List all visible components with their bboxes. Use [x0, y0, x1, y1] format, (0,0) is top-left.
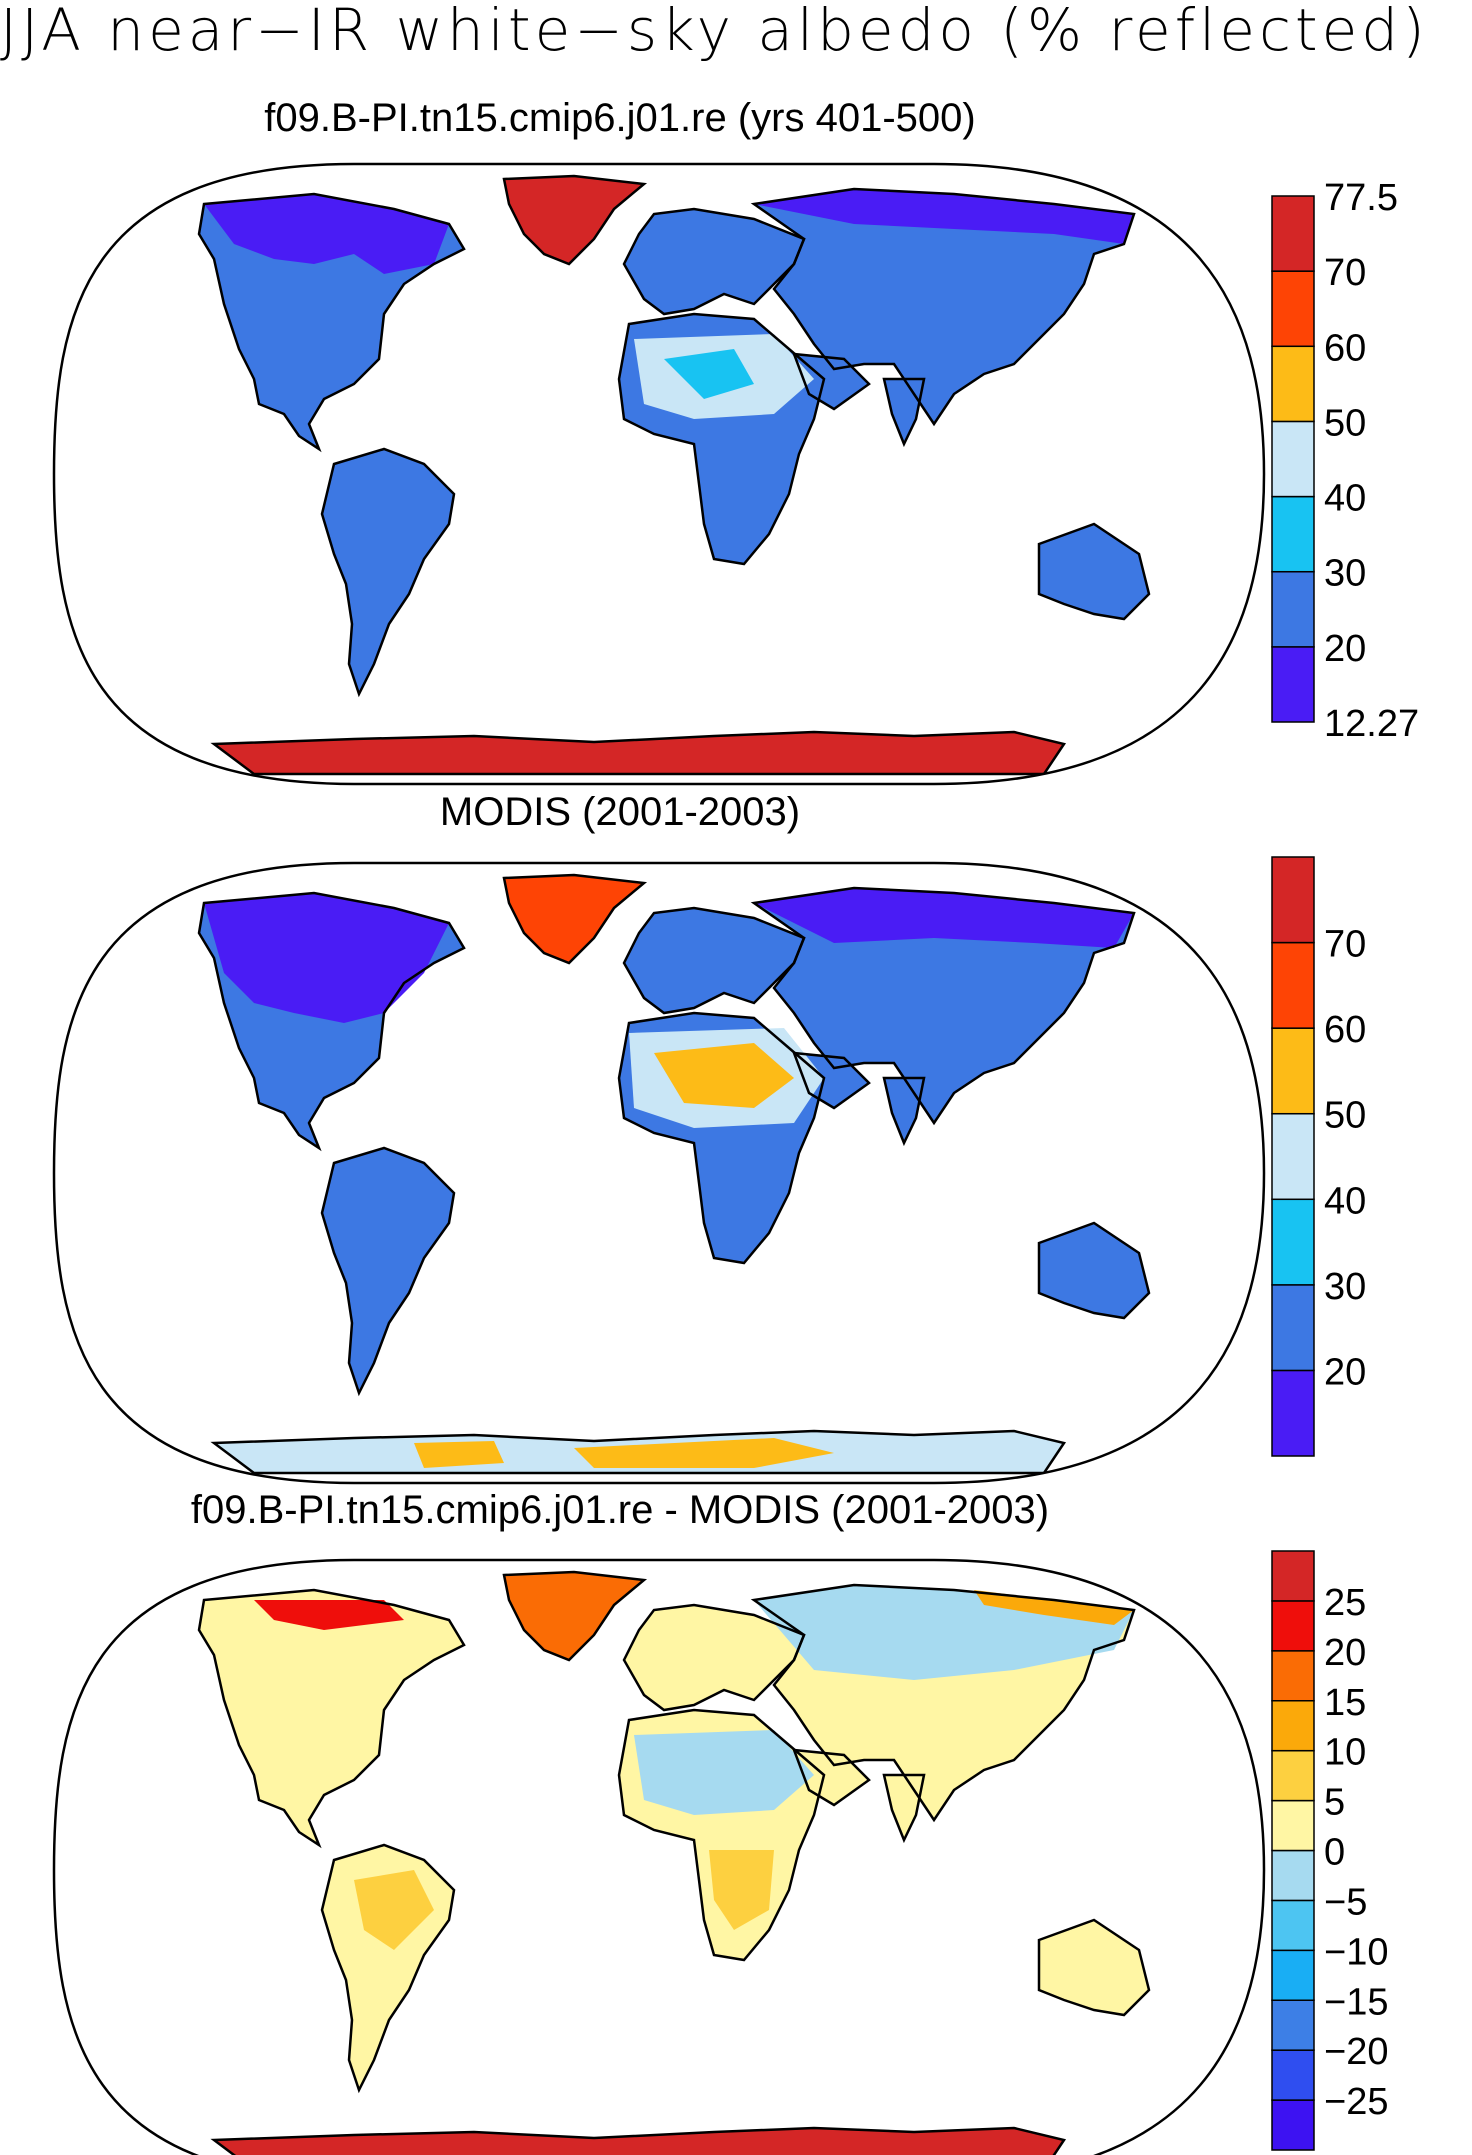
panel-title-model: f09.B-PI.tn15.cmip6.j01.re (yrs 401-500) — [264, 96, 976, 140]
colorbar-box — [1271, 1799, 1315, 1852]
colorbar-tick-label: 20 — [1324, 1632, 1366, 1674]
colorbar-box — [1271, 646, 1315, 723]
colorbar-box — [1271, 1949, 1315, 2002]
colorbar-tick-label: 60 — [1324, 327, 1366, 369]
colorbar-box — [1271, 2099, 1315, 2151]
colorbar-box — [1271, 570, 1315, 648]
colorbar-tick-label: 15 — [1324, 1682, 1366, 1724]
colorbar-box — [1271, 856, 1315, 944]
figure-title: JJA near−IR white−sky albedo (% reflecte… — [0, 0, 1429, 64]
panel-title-modis: MODIS (2001-2003) — [439, 790, 801, 834]
colorbar-tick-label: 77.5 — [1324, 177, 1398, 219]
colorbar-tick-label: 20 — [1324, 1351, 1366, 1393]
colorbar-box — [1271, 941, 1315, 1029]
colorbar-box — [1271, 1749, 1315, 1802]
colorbar-box — [1271, 195, 1315, 272]
colorbar-tick-label: 70 — [1324, 924, 1366, 966]
panel-title-difference: f09.B-PI.tn15.cmip6.j01.re - MODIS (2001… — [190, 1488, 1050, 1532]
colorbar-tick-label: 30 — [1324, 553, 1366, 595]
colorbar-tick-label: −20 — [1324, 2031, 1388, 2073]
colorbar-box — [1271, 1284, 1315, 1372]
colorbar-model: 77.5 70 60 50 40 30 20 12.27 — [1271, 177, 1419, 745]
colorbar-box — [1271, 1550, 1315, 1602]
colorbar-box — [1271, 2049, 1315, 2101]
map-panel-model — [52, 162, 1266, 786]
colorbar-tick-label: −25 — [1324, 2081, 1388, 2123]
colorbar-difference: 25 20 15 10 5 0 −5 −10 −15 −20 −25 — [1271, 1550, 1388, 2151]
colorbar-box — [1271, 1999, 1315, 2051]
colorbar-box — [1271, 270, 1315, 348]
colorbar-tick-label: 25 — [1324, 1582, 1366, 1624]
colorbar-modis: 70 60 50 40 30 20 — [1271, 856, 1366, 1457]
colorbar-tick-label: 0 — [1324, 1832, 1345, 1874]
colorbar-tick-label: 5 — [1324, 1782, 1345, 1824]
colorbar-box — [1271, 345, 1315, 423]
colorbar-tick-label: −10 — [1324, 1931, 1388, 1973]
colorbar-tick-label: −15 — [1324, 1981, 1388, 2023]
colorbar-box — [1271, 1650, 1315, 1702]
map-panel-modis — [52, 861, 1266, 1485]
map-panel-difference — [52, 1558, 1266, 2155]
colorbar-tick-label: 50 — [1324, 1095, 1366, 1137]
colorbar-box — [1271, 1112, 1315, 1201]
colorbar-tick-label: 30 — [1324, 1266, 1366, 1308]
colorbar-tick-label: 70 — [1324, 252, 1366, 294]
colorbar-box — [1271, 1849, 1315, 1902]
colorbar-tick-label: 60 — [1324, 1009, 1366, 1051]
colorbar-tick-label: 10 — [1324, 1732, 1366, 1774]
colorbar-tick-label: 40 — [1324, 1180, 1366, 1222]
colorbar-tick-label: 50 — [1324, 402, 1366, 444]
colorbar-tick-label: 40 — [1324, 478, 1366, 520]
colorbar-tick-label: 20 — [1324, 628, 1366, 670]
colorbar-tick-label: −5 — [1324, 1881, 1367, 1923]
colorbar-box — [1271, 1198, 1315, 1286]
colorbar-box — [1271, 495, 1315, 573]
colorbar-box — [1271, 1700, 1315, 1752]
colorbar-tick-label: 12.27 — [1324, 703, 1419, 745]
colorbar-box — [1271, 1369, 1315, 1457]
colorbar-box — [1271, 1027, 1315, 1115]
colorbar-box — [1271, 1899, 1315, 1952]
colorbar-box — [1271, 1600, 1315, 1652]
colorbar-box — [1271, 420, 1315, 498]
